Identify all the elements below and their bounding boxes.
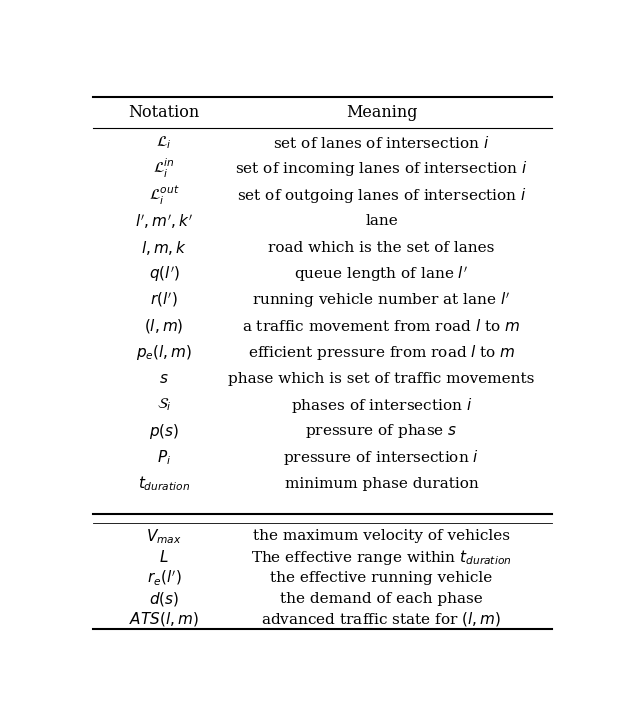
Text: Notation: Notation (129, 104, 200, 121)
Text: $s$: $s$ (159, 372, 169, 386)
Text: the effective running vehicle: the effective running vehicle (270, 571, 493, 585)
Text: queue length of lane $l^{\prime}$: queue length of lane $l^{\prime}$ (294, 264, 469, 283)
Text: $\mathcal{L}_i$: $\mathcal{L}_i$ (156, 134, 172, 151)
Text: $V_{max}$: $V_{max}$ (146, 527, 182, 545)
Text: $(l, m)$: $(l, m)$ (144, 317, 184, 335)
Text: a traffic movement from road $l$ to $m$: a traffic movement from road $l$ to $m$ (243, 318, 520, 334)
Text: $d(s)$: $d(s)$ (149, 589, 180, 608)
Text: road which is the set of lanes: road which is the set of lanes (268, 241, 495, 255)
Text: phase which is set of traffic movements: phase which is set of traffic movements (228, 372, 535, 386)
Text: pressure of phase $s$: pressure of phase $s$ (306, 422, 457, 440)
Text: minimum phase duration: minimum phase duration (285, 476, 478, 491)
Text: $q(l^{\prime})$: $q(l^{\prime})$ (149, 264, 180, 283)
Text: pressure of intersection $i$: pressure of intersection $i$ (284, 448, 479, 467)
Text: set of lanes of intersection $i$: set of lanes of intersection $i$ (273, 135, 490, 151)
Text: lane: lane (365, 214, 398, 229)
Text: $r_e(l^{\prime})$: $r_e(l^{\prime})$ (147, 568, 181, 587)
Text: set of incoming lanes of intersection $i$: set of incoming lanes of intersection $i… (235, 159, 528, 178)
Text: $\mathcal{S}_i$: $\mathcal{S}_i$ (157, 397, 171, 413)
Text: the maximum velocity of vehicles: the maximum velocity of vehicles (253, 529, 510, 543)
Text: set of outgoing lanes of intersection $i$: set of outgoing lanes of intersection $i… (237, 185, 526, 204)
Text: $ATS(l, m)$: $ATS(l, m)$ (129, 611, 199, 628)
Text: phases of intersection $i$: phases of intersection $i$ (291, 395, 472, 415)
Text: $P_i$: $P_i$ (157, 448, 171, 467)
Text: efficient pressure from road $l$ to $m$: efficient pressure from road $l$ to $m$ (248, 343, 515, 362)
Text: $\mathcal{L}_i^{out}$: $\mathcal{L}_i^{out}$ (149, 183, 180, 207)
Text: Meaning: Meaning (346, 104, 417, 121)
Text: the demand of each phase: the demand of each phase (280, 591, 483, 606)
Text: $t_{duration}$: $t_{duration}$ (138, 474, 190, 493)
Text: $L$: $L$ (159, 549, 169, 565)
Text: $p(s)$: $p(s)$ (149, 422, 180, 441)
Text: $l, m, k$: $l, m, k$ (141, 239, 187, 256)
Text: $\mathcal{L}_i^{in}$: $\mathcal{L}_i^{in}$ (153, 157, 175, 180)
Text: $l^{\prime}, m^{\prime}, k^{\prime}$: $l^{\prime}, m^{\prime}, k^{\prime}$ (135, 212, 193, 231)
Text: running vehicle number at lane $l^{\prime}$: running vehicle number at lane $l^{\prim… (252, 290, 511, 310)
Text: $r(l^{\prime})$: $r(l^{\prime})$ (151, 291, 178, 310)
Text: advanced traffic state for $(l, m)$: advanced traffic state for $(l, m)$ (261, 611, 501, 628)
Text: $p_e(l, m)$: $p_e(l, m)$ (136, 343, 192, 362)
Text: The effective range within $t_{duration}$: The effective range within $t_{duration}… (251, 547, 512, 567)
